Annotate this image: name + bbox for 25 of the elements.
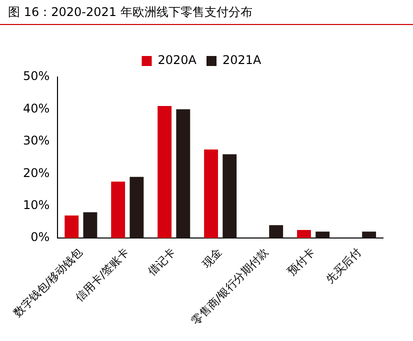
bar [316,232,330,238]
bar [64,215,79,238]
chart-title: 图 16：2020-2021 年欧洲线下零售支付分布 [0,0,413,25]
bar [297,230,311,238]
x-tick-label: 预付卡 [284,246,318,278]
bar [158,106,172,238]
bar [83,212,98,238]
legend-label: 2020A [158,53,198,68]
bar [362,232,376,238]
y-tick-label: 20% [23,166,50,180]
y-tick-label: 0% [30,230,50,244]
x-tick-label: 借记卡 [145,246,178,278]
bar [130,176,144,238]
bar [222,154,237,238]
y-tick-label: 40% [23,101,50,116]
y-tick-label: 10% [23,198,50,212]
bar [111,182,126,238]
bar [176,109,190,238]
x-tick-label: 现金 [200,246,224,270]
y-tick-label: 50% [23,69,50,84]
bar [269,225,284,238]
bar [204,149,218,238]
x-tick-label: 先买后付 [324,246,364,286]
y-tick-label: 30% [23,134,50,148]
legend-label: 2021A [222,53,262,68]
